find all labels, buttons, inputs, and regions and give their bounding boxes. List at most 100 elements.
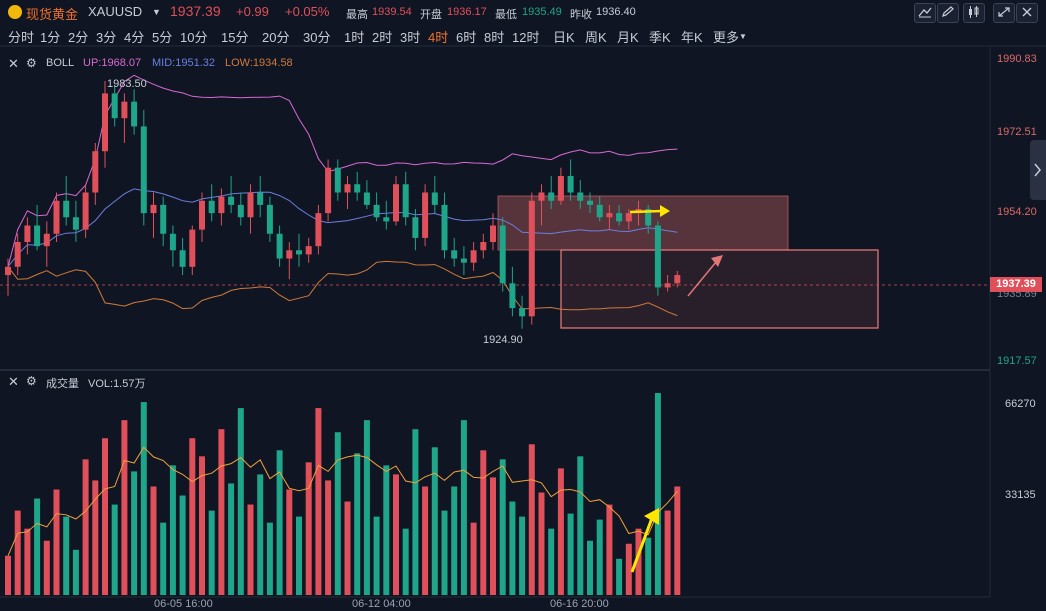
close-icon [1022, 7, 1032, 17]
candle-body [247, 192, 254, 218]
price-axis-label: 1972.51 [997, 126, 1037, 138]
candle-body [451, 250, 458, 259]
candle-body [616, 213, 623, 222]
timeframe-tab[interactable]: 年K [681, 30, 703, 45]
drawing-tool-button[interactable] [914, 3, 936, 23]
current-price-tag: 1937.39 [990, 277, 1042, 292]
timeframe-tab[interactable]: 2分 [68, 30, 89, 45]
candle-body [354, 184, 361, 193]
timeframe-tab[interactable]: 20分 [262, 30, 290, 45]
candle-body [587, 200, 593, 205]
candle-body [266, 204, 273, 234]
timeframe-tab[interactable]: 日K [553, 30, 575, 45]
yellow-arrow-head [660, 205, 670, 217]
volume-bar [334, 432, 341, 595]
close-volume-icon[interactable]: ✕ [8, 374, 19, 389]
close-indicator-icon[interactable]: ✕ [8, 56, 19, 71]
timeframe-tab[interactable]: 2时 [372, 30, 393, 45]
timeframe-tab[interactable]: 1分 [40, 30, 61, 45]
timeframe-tab[interactable]: 月K [617, 30, 639, 45]
side-panel-toggle[interactable] [1030, 140, 1046, 200]
timeframe-tab[interactable]: 5分 [152, 30, 173, 45]
candle-body [470, 250, 477, 263]
volume-bar [596, 519, 603, 595]
candle-body [480, 242, 487, 251]
candle-body [431, 192, 438, 205]
timeframe-tab[interactable]: 4分 [124, 30, 145, 45]
boll-lower-line [7, 260, 678, 317]
volume-label: 成交量 [46, 378, 79, 390]
more-dropdown-icon[interactable]: ▼ [739, 32, 747, 41]
line-tool-icon [918, 7, 932, 18]
quote-header: 现货黄金 XAUUSD ▼ 1937.39 +0.99 +0.05% 最高 19… [0, 0, 1046, 24]
timeframe-tab[interactable]: 6时 [456, 30, 477, 45]
fullscreen-button[interactable] [993, 3, 1015, 23]
symbol-name[interactable]: 现货黄金 [26, 7, 79, 22]
timeframe-tab[interactable]: 季K [649, 30, 671, 45]
timeframe-tab[interactable]: 分时 [8, 30, 35, 45]
close-button[interactable] [1016, 3, 1038, 23]
x-axis-label: 06-16 20:00 [550, 598, 609, 610]
candle-body [131, 101, 138, 127]
volume-bar [208, 510, 215, 595]
volume-bar [72, 549, 79, 595]
timeframe-tab[interactable]: 8时 [484, 30, 505, 45]
candle-body [363, 192, 370, 205]
timeframe-tab[interactable]: 3时 [400, 30, 421, 45]
timeframe-tab[interactable]: 10分 [180, 30, 208, 45]
candle-body [208, 200, 215, 214]
volume-bar [102, 438, 108, 595]
volume-ma-line [7, 446, 678, 556]
volume-bar [528, 444, 535, 595]
candle-body [257, 192, 264, 205]
volume-bar [82, 459, 89, 595]
volume-bar [305, 462, 312, 595]
volume-settings-icon[interactable]: ⚙ [26, 374, 37, 388]
settings-icon[interactable]: ⚙ [26, 56, 37, 70]
candle-body [383, 217, 390, 222]
symbol-dropdown-icon[interactable]: ▼ [152, 7, 161, 17]
timeframe-tab[interactable]: 30分 [303, 30, 331, 45]
candle-body [528, 200, 535, 317]
volume-bar [363, 420, 370, 595]
volume-bar [218, 429, 225, 595]
volume-bar [247, 504, 254, 595]
timeframe-tab[interactable]: 3分 [96, 30, 117, 45]
volume-bar [383, 465, 390, 595]
symbol-code[interactable]: XAUUSD [88, 4, 143, 19]
timeframe-tab[interactable]: 15分 [221, 30, 249, 45]
candle-body [199, 200, 205, 230]
candle-body [53, 200, 60, 234]
volume-bar [354, 453, 361, 595]
volume-bar [14, 510, 21, 595]
candle-body [499, 225, 506, 284]
candle-body [393, 184, 399, 222]
volume-bar [257, 474, 264, 595]
timeframe-tab[interactable]: 周K [585, 30, 607, 45]
timeframe-tab[interactable]: 12时 [512, 30, 540, 45]
pen-tool-button[interactable] [937, 3, 959, 23]
timeframe-tab[interactable]: 更多 [713, 30, 740, 45]
timeframe-tab[interactable]: 1时 [344, 30, 365, 45]
chart-type-button[interactable] [963, 3, 985, 23]
price-change-pct: +0.05% [285, 4, 330, 19]
volume-bar [160, 522, 167, 595]
prev-close-value: 1936.40 [596, 6, 636, 18]
volume-bar [451, 486, 458, 595]
candle-body [43, 233, 50, 247]
candle-body [218, 196, 225, 214]
candle-body [111, 93, 118, 119]
candle-body [441, 204, 448, 251]
boll-mid: MID:1951.32 [152, 57, 215, 69]
timeframe-tab[interactable]: 4时 [428, 30, 449, 45]
candle-body [538, 192, 545, 201]
volume-bar [557, 468, 564, 595]
candle-body [548, 192, 555, 201]
volume-bar [228, 483, 235, 595]
volume-bar [606, 504, 613, 595]
candle-body [140, 126, 147, 214]
candle-body [315, 213, 322, 247]
candle-body [577, 192, 584, 201]
candle-body [606, 213, 613, 218]
